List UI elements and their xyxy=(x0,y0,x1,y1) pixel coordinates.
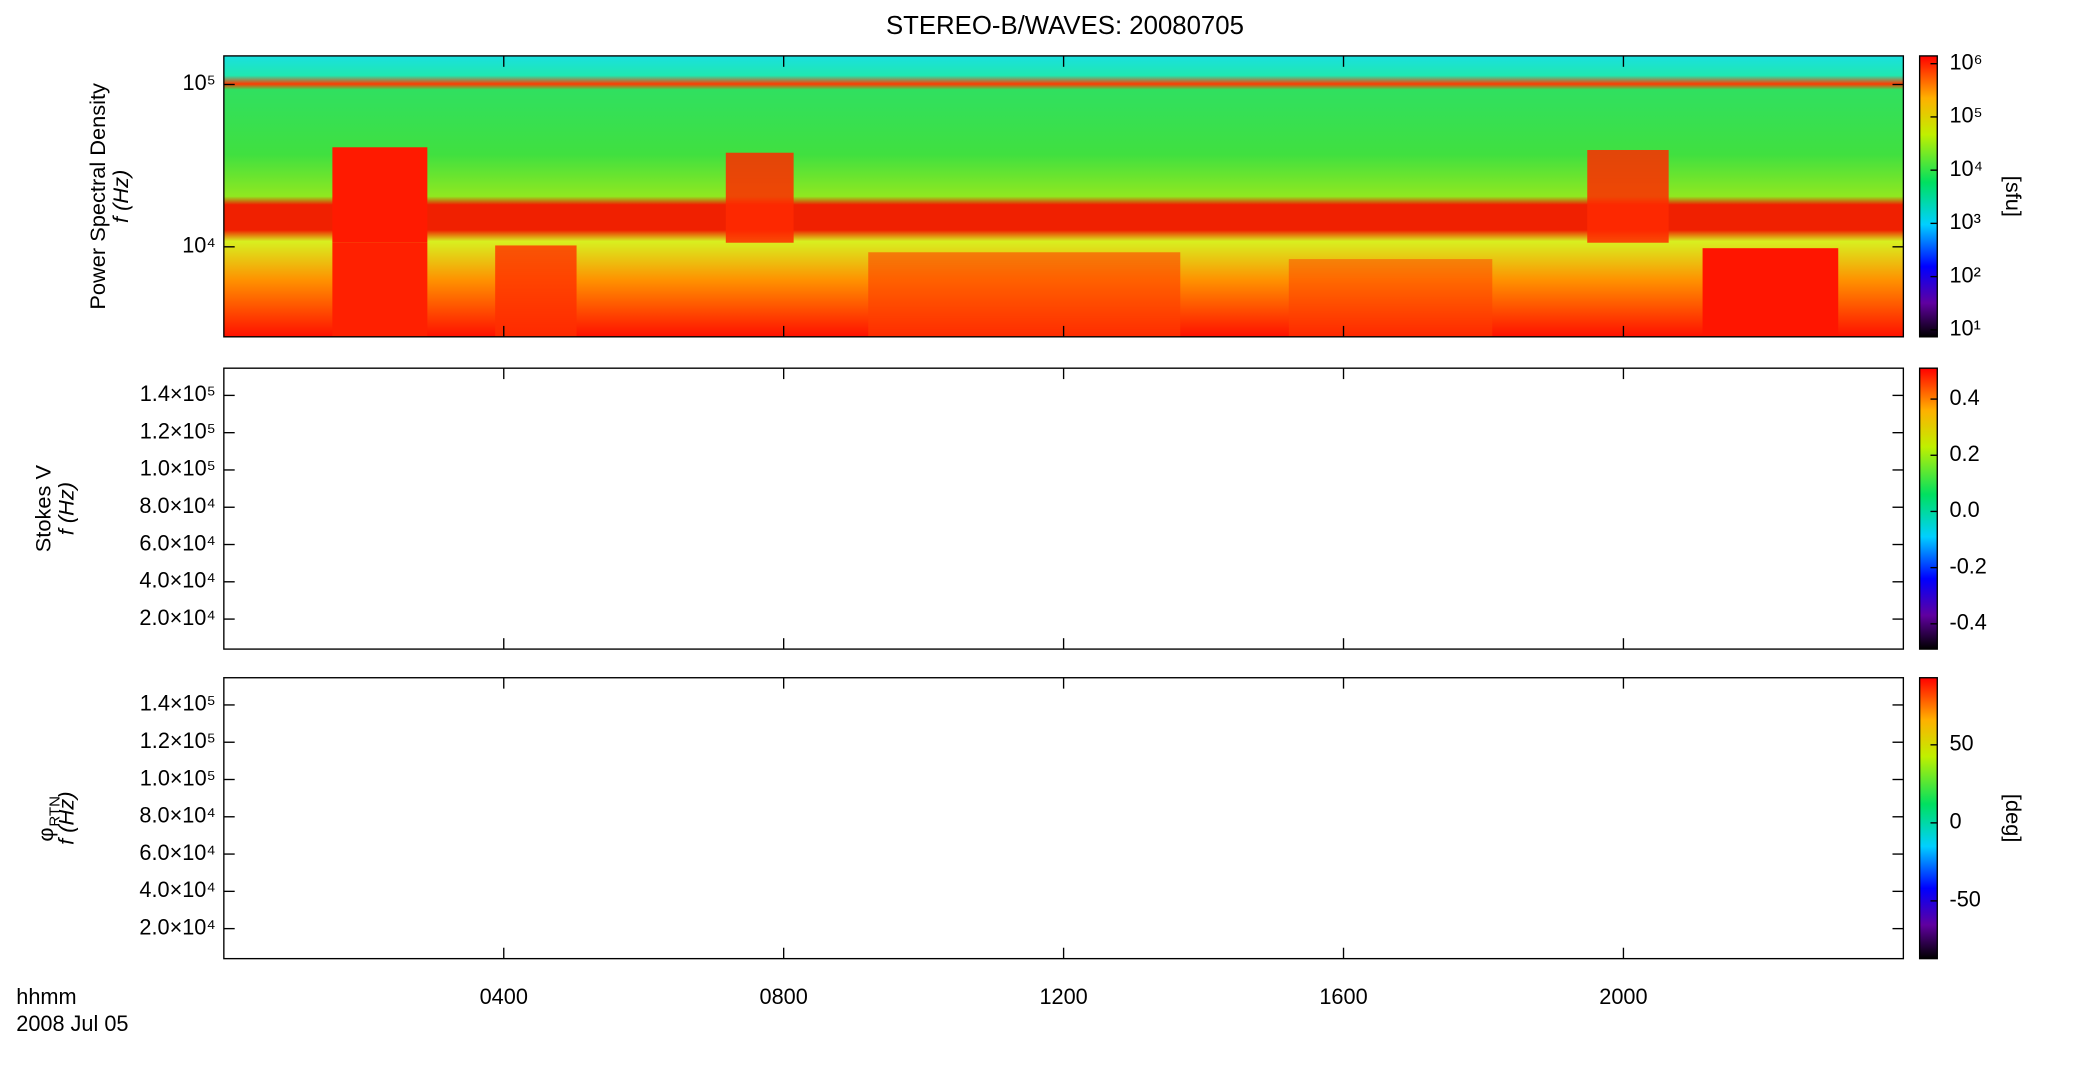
colorbar-tick-label: 10³ xyxy=(1949,209,1980,234)
colorbar xyxy=(1918,677,1938,960)
colorbar-tick-label: 50 xyxy=(1949,731,1973,756)
y-tick-label: 6.0×10⁴ xyxy=(139,840,215,865)
y-tick-label: 4.0×10⁴ xyxy=(139,877,215,902)
plot-frame xyxy=(223,367,1905,650)
colorbar-label: [sfu] xyxy=(2001,176,2026,217)
y-tick-label: 1.0×10⁵ xyxy=(140,456,216,481)
plot-frame xyxy=(223,677,1905,960)
y-tick-label: 10⁴ xyxy=(182,233,215,258)
y-tick-label: 1.2×10⁵ xyxy=(140,418,216,443)
x-tick-label: 0800 xyxy=(760,984,808,1009)
y-tick-label: 6.0×10⁴ xyxy=(139,530,215,555)
colorbar-tick-label: -0.4 xyxy=(1949,610,1986,635)
y-tick-label: 2.0×10⁴ xyxy=(139,605,215,630)
colorbar-tick-label: 10² xyxy=(1949,262,1980,287)
colorbar-tick-label: 10⁴ xyxy=(1949,156,1982,181)
y-tick-label: 4.0×10⁴ xyxy=(139,568,215,593)
colorbar-tick-label: 0 xyxy=(1949,809,1961,834)
colorbar-label: [deg] xyxy=(2001,794,2026,842)
chart-title: STEREO-B/WAVES: 20080705 xyxy=(886,12,1244,40)
spectrogram-image xyxy=(223,55,1904,337)
date-label: 2008 Jul 05 xyxy=(16,1011,128,1036)
y-tick-label: 8.0×10⁴ xyxy=(139,802,215,827)
y-tick-label: 2.0×10⁴ xyxy=(139,914,215,939)
y-axis-label: f (Hz) xyxy=(54,482,79,535)
y-tick-label: 1.4×10⁵ xyxy=(140,691,216,716)
x-tick-label: 2000 xyxy=(1599,984,1647,1009)
y-axis-label: Power Spectral Density xyxy=(85,83,110,310)
y-axis-label: Stokes V xyxy=(31,465,56,553)
y-axis-label: f (Hz) xyxy=(54,792,79,845)
y-tick-label: 1.2×10⁵ xyxy=(140,728,216,753)
y-axis-label: f (Hz) xyxy=(108,170,133,223)
colorbar-tick-label: 0.4 xyxy=(1949,385,1979,410)
colorbar-tick-label: -50 xyxy=(1949,887,1980,912)
colorbar-tick-label: -0.2 xyxy=(1949,553,1986,578)
colorbar xyxy=(1918,367,1938,650)
colorbar xyxy=(1918,55,1938,338)
y-tick-label: 10⁵ xyxy=(183,70,216,95)
colorbar-tick-label: 10⁵ xyxy=(1949,103,1982,128)
y-tick-label: 1.0×10⁵ xyxy=(140,765,216,790)
colorbar-tick-label: 0.0 xyxy=(1949,497,1979,522)
colorbar-tick-label: 10¹ xyxy=(1949,316,1980,341)
y-axis-label-sub: RTN xyxy=(47,796,64,827)
y-tick-label: 8.0×10⁴ xyxy=(139,493,215,518)
y-axis-label: φ xyxy=(33,827,58,841)
y-tick-label: 1.4×10⁵ xyxy=(140,381,216,406)
colorbar-tick-label: 0.2 xyxy=(1949,441,1979,466)
colorbar-tick-label: 10⁶ xyxy=(1949,49,1982,74)
x-tick-label: 0400 xyxy=(480,984,528,1009)
x-axis-label: hhmm xyxy=(16,984,76,1009)
x-tick-label: 1600 xyxy=(1319,984,1367,1009)
x-tick-label: 1200 xyxy=(1039,984,1087,1009)
